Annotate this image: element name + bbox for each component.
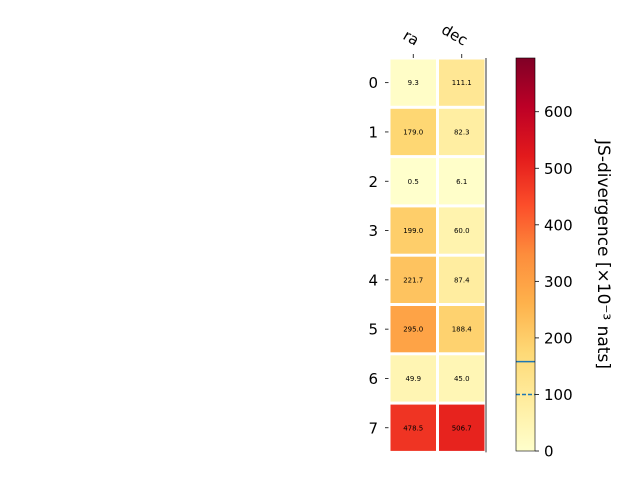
cell-label-1-dec: 82.3	[454, 128, 470, 136]
cell-2-dec	[439, 158, 485, 205]
cell-0-dec	[439, 59, 485, 106]
cell-0-ra	[390, 59, 436, 106]
cell-2-ra	[390, 158, 436, 205]
colorbar: 0 100 200 300 400 500 600 JS-divergence [×10⁻³ …	[515, 57, 613, 461]
colorbar-tick-label-0: 0	[544, 443, 554, 461]
cell-7-dec	[439, 404, 485, 451]
cell-label-4-dec: 87.4	[454, 276, 470, 284]
cell-label-7-ra: 478.5	[403, 424, 423, 432]
row-label-4: 4	[368, 271, 378, 289]
cell-label-3-dec: 60.0	[454, 227, 470, 235]
cell-label-7-dec: 506.7	[452, 424, 472, 432]
heatmap-area: 9.3 111.1 179.0 82.3 0.5 6.1 199.0 60.0 221.7 87.…	[368, 20, 487, 453]
cell-label-0-dec: 111.1	[452, 79, 472, 87]
cell-label-3-ra: 199.0	[403, 227, 423, 235]
cell-label-6-ra: 49.9	[405, 375, 421, 383]
cell-label-0-ra: 9.3	[408, 79, 419, 87]
colorbar-gradient	[516, 58, 535, 451]
cell-label-6-dec: 45.0	[454, 375, 470, 383]
row-label-5: 5	[368, 321, 378, 339]
cell-label-1-ra: 179.0	[403, 128, 423, 136]
cell-label-2-dec: 6.1	[456, 178, 467, 186]
column-label-dec: dec	[438, 20, 470, 49]
colorbar-tick-label-300: 300	[544, 273, 573, 291]
row-label-3: 3	[368, 222, 378, 240]
cell-1-dec	[439, 108, 485, 156]
cell-5-ra	[390, 306, 436, 353]
row-label-0: 0	[368, 74, 378, 92]
row-label-7: 7	[368, 419, 378, 437]
colorbar-frame	[515, 57, 536, 452]
row-label-6: 6	[368, 370, 378, 388]
cell-label-5-ra: 295.0	[403, 326, 423, 334]
cell-3-dec	[439, 207, 485, 254]
colorbar-tick-label-400: 400	[544, 216, 573, 234]
column-label-ra: ra	[400, 26, 422, 49]
cell-5-dec	[439, 306, 485, 353]
colorbar-tick-label-200: 200	[544, 329, 573, 347]
cell-4-ra	[390, 256, 436, 303]
cell-4-dec	[439, 256, 485, 303]
cell-label-5-dec: 188.4	[452, 326, 473, 334]
cell-6-ra	[390, 355, 436, 402]
row-label-2: 2	[368, 173, 378, 191]
cell-3-ra	[390, 207, 436, 254]
cell-6-dec	[439, 355, 485, 402]
colorbar-tick-label-100: 100	[544, 386, 573, 404]
cell-label-4-ra: 221.7	[403, 276, 423, 284]
cell-1-ra	[390, 108, 436, 156]
cell-7-ra	[390, 404, 436, 451]
cell-label-2-ra: 0.5	[408, 178, 419, 186]
colorbar-tick-label-500: 500	[544, 160, 573, 178]
colorbar-label: JS-divergence [×10⁻³ nats]	[593, 139, 613, 369]
colorbar-tick-label-600: 600	[544, 103, 573, 121]
row-label-1: 1	[368, 123, 378, 141]
